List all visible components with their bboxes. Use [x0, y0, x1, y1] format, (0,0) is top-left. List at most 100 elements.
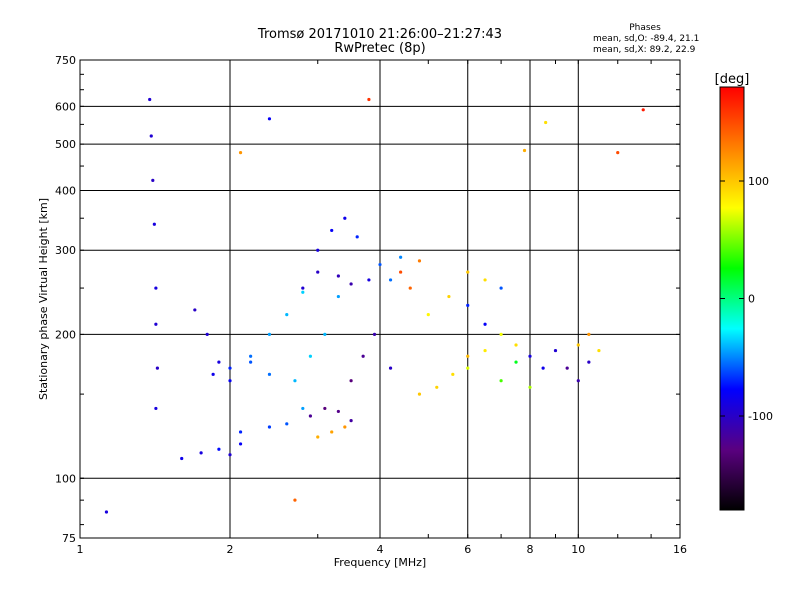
y-tick-label: 100: [55, 472, 76, 485]
data-point: [544, 120, 548, 125]
data-point: [267, 425, 272, 429]
data-point: [483, 322, 487, 326]
data-point: [499, 379, 503, 383]
y-tick-label: 750: [55, 54, 76, 67]
x-tick-label: 8: [527, 543, 534, 556]
data-point: [267, 117, 272, 121]
y-tick-label: 75: [62, 532, 76, 545]
x-tick-label: 1: [77, 543, 84, 556]
data-point: [104, 510, 109, 514]
data-point: [378, 262, 382, 267]
data-point: [285, 422, 289, 426]
data-point: [217, 447, 221, 451]
data-point: [308, 354, 313, 358]
x-tick-label: 10: [571, 543, 585, 556]
data-point: [399, 270, 403, 274]
axes: 1 2 4 6 8 10 16 75 100 200 300 400 500 600 750 Frequenc…: [37, 54, 687, 569]
colorbar-tick-label: 0: [748, 293, 755, 306]
data-point: [399, 255, 403, 259]
data-point: [238, 442, 243, 446]
data-point: [565, 366, 569, 370]
data-point: [217, 360, 221, 364]
data-point: [417, 259, 422, 263]
data-point: [205, 332, 209, 336]
data-point: [336, 409, 340, 414]
y-tick-label: 600: [55, 100, 76, 113]
data-point: [316, 435, 320, 439]
data-point: [541, 366, 545, 370]
data-point: [323, 332, 327, 336]
data-point: [301, 406, 305, 411]
data-point: [293, 498, 297, 502]
phase-heading: Phases: [629, 23, 661, 33]
data-point: [417, 392, 422, 396]
data-point: [641, 108, 645, 112]
data-point: [228, 379, 232, 383]
data-point: [616, 151, 620, 155]
data-point: [336, 294, 340, 299]
data-point: [355, 235, 359, 239]
x-tick-label: 4: [377, 543, 384, 556]
data-point: [193, 308, 197, 312]
data-point: [293, 379, 297, 383]
y-tick-label: 500: [55, 138, 76, 151]
phase-o-stats: mean, sd,O: -89.4, 21.1: [593, 34, 700, 44]
data-point: [238, 430, 243, 434]
data-point: [330, 430, 334, 434]
data-point: [483, 348, 487, 353]
colorbar-label: [deg]: [715, 72, 750, 87]
data-point: [308, 414, 313, 418]
data-point: [301, 286, 305, 290]
data-point: [316, 248, 320, 252]
data-point: [336, 274, 340, 278]
data-point: [285, 313, 289, 317]
data-point: [388, 278, 393, 282]
data-point: [587, 360, 591, 364]
data-point: [228, 453, 232, 457]
x-tick-label: 6: [464, 543, 471, 556]
data-point: [267, 332, 272, 336]
colorbar-tick-label: 100: [748, 175, 769, 188]
x-tick-label: 2: [227, 543, 234, 556]
data-point: [330, 228, 334, 233]
data-point: [499, 286, 503, 290]
data-point: [597, 348, 601, 353]
data-point: [349, 379, 353, 383]
y-tick-label: 400: [55, 184, 76, 197]
data-point: [522, 148, 527, 153]
data-point: [343, 216, 347, 220]
data-point: [211, 372, 215, 376]
x-axis-label: Frequency [MHz]: [334, 556, 426, 569]
y-tick-label: 300: [55, 244, 76, 257]
data-point: [148, 97, 152, 102]
data-point: [576, 379, 580, 383]
data-point: [154, 286, 158, 290]
phase-x-stats: mean, sd,X: 89.2, 22.9: [593, 45, 696, 55]
data-point: [447, 294, 451, 299]
data-point: [323, 406, 327, 411]
data-point: [466, 270, 470, 274]
data-point: [466, 366, 470, 370]
data-point: [408, 286, 412, 290]
data-point: [154, 322, 158, 326]
data-point: [514, 360, 518, 364]
data-point: [553, 348, 558, 353]
chart-title: Tromsø 20171010 21:26:00–21:27:43: [257, 27, 503, 42]
data-point: [238, 151, 243, 155]
data-point: [528, 385, 532, 389]
data-point: [426, 313, 430, 317]
data-points: [104, 97, 645, 514]
data-point: [249, 360, 253, 364]
data-point: [372, 332, 377, 336]
data-point: [199, 451, 203, 455]
data-point: [349, 282, 353, 286]
data-point: [466, 303, 470, 307]
data-point: [180, 456, 184, 461]
colorbar-tick-label: -100: [748, 410, 773, 423]
x-tick-label: 16: [673, 543, 687, 556]
data-point: [367, 97, 371, 102]
data-point: [587, 332, 591, 336]
data-point: [466, 354, 470, 358]
data-point: [388, 366, 393, 370]
